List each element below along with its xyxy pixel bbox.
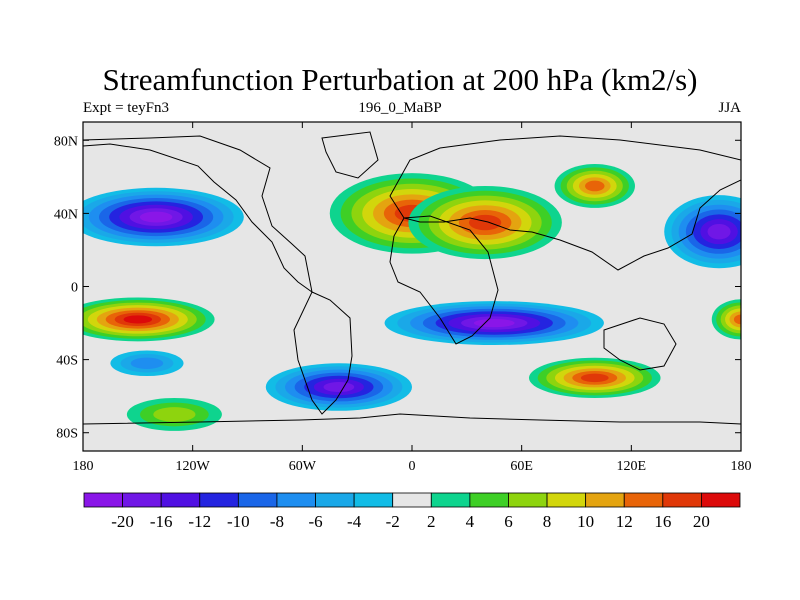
- y-tick-label: 40S: [56, 354, 78, 369]
- contour-band: [323, 382, 355, 393]
- x-tick-label: 180: [73, 459, 94, 474]
- anomaly-tropical-south-pacific-high: [83, 297, 215, 342]
- colorbar-label: 16: [654, 512, 671, 531]
- colorbar-label: -20: [111, 512, 134, 531]
- anomaly-tropical-indian-african-low: [384, 301, 604, 345]
- colorbar-box: [469, 492, 509, 508]
- anomaly-nw-pacific-low: [664, 195, 741, 269]
- contour-band: [733, 314, 741, 325]
- season-label: JJA: [718, 100, 741, 116]
- colorbar-box: [623, 492, 664, 508]
- colorbar-box: [315, 492, 355, 508]
- colorbar-box: [430, 492, 471, 508]
- x-tick-label: 120E: [617, 459, 647, 474]
- contour-band: [473, 318, 515, 328]
- colorbar-box: [276, 492, 316, 508]
- coastline-africa: [389, 215, 499, 345]
- coastline-australia: [603, 317, 677, 371]
- colorbar-box: [199, 492, 239, 508]
- colorbar: -20 -16 -12 -10 -8 -6 -4 -2 2 4 6 8 10 12 16 20: [83, 492, 741, 531]
- colorbar-label: 20: [693, 512, 710, 531]
- x-tick-label: 180: [731, 459, 752, 474]
- colorbar-box: [662, 492, 702, 508]
- colorbar-box: [83, 492, 123, 508]
- anomaly-dateline-sh-high: [711, 299, 741, 340]
- colorbar-box: [353, 492, 394, 508]
- anomaly-siberian-high: [554, 164, 635, 208]
- colorbar-box: [392, 492, 432, 508]
- colorbar-box: [160, 492, 201, 508]
- coastline-south-america: [293, 291, 353, 415]
- colorbar-box: [508, 492, 548, 508]
- anomaly-south-pacific-weak-high: [126, 397, 222, 431]
- anomaly-south-indian-high: [528, 357, 661, 398]
- anomaly-south-pacific-weak-low: [110, 350, 184, 377]
- contour-band: [707, 223, 731, 240]
- contour-field: [83, 164, 741, 431]
- x-tick-label: 60W: [289, 459, 317, 474]
- colorbar-label: 12: [616, 512, 633, 531]
- contour-band: [153, 407, 196, 422]
- case-label: 196_0_MaBP: [358, 100, 442, 116]
- y-tick-label: 80S: [56, 427, 78, 442]
- x-axis: 180 120W 60W 0 60E 120E 180: [73, 122, 752, 474]
- colorbar-label: 10: [577, 512, 594, 531]
- coastline-greenland: [321, 131, 379, 179]
- colorbar-box: [701, 492, 741, 508]
- colorbar-label: -10: [227, 512, 250, 531]
- colorbar-box: [546, 492, 587, 508]
- colorbar-box: [237, 492, 278, 508]
- x-tick-label: 60E: [510, 459, 533, 474]
- y-tick-label: 40N: [54, 207, 78, 222]
- experiment-label: Expt = teyFn3: [83, 100, 169, 116]
- contour-band: [123, 315, 153, 324]
- coastlines: [83, 131, 741, 425]
- contour-band: [468, 214, 502, 231]
- colorbar-box: [585, 492, 625, 508]
- y-axis: 80N 40N 0 40S 80S: [54, 134, 741, 442]
- anomaly-south-atlantic-low: [265, 363, 412, 411]
- contour-band: [139, 211, 173, 223]
- anomaly-eurasian-high-east: [408, 185, 562, 260]
- colorbar-label: 2: [427, 512, 436, 531]
- x-tick-label: 120W: [176, 459, 211, 474]
- colorbar-label: -16: [150, 512, 173, 531]
- colorbar-label: -4: [347, 512, 362, 531]
- chart-title: Streamfunction Perturbation at 200 hPa (…: [102, 62, 698, 97]
- coastline-antarctica: [83, 413, 741, 425]
- colorbar-label: 8: [543, 512, 552, 531]
- coastline-north-america: [83, 135, 313, 294]
- coastline-eurasia: [389, 135, 741, 271]
- colorbar-box: [122, 492, 162, 508]
- contour-band: [130, 357, 164, 369]
- colorbar-label: -6: [308, 512, 322, 531]
- anomaly-ne-pacific-low: [83, 187, 244, 247]
- y-tick-label: 0: [71, 281, 78, 296]
- colorbar-label: 4: [466, 512, 475, 531]
- contour-band: [580, 373, 609, 383]
- colorbar-label: -12: [188, 512, 211, 531]
- contour-band: [585, 180, 605, 192]
- colorbar-label: -8: [270, 512, 284, 531]
- colorbar-label: 6: [504, 512, 513, 531]
- colorbar-label: -2: [386, 512, 400, 531]
- x-tick-label: 0: [409, 459, 416, 474]
- y-tick-label: 80N: [54, 134, 78, 149]
